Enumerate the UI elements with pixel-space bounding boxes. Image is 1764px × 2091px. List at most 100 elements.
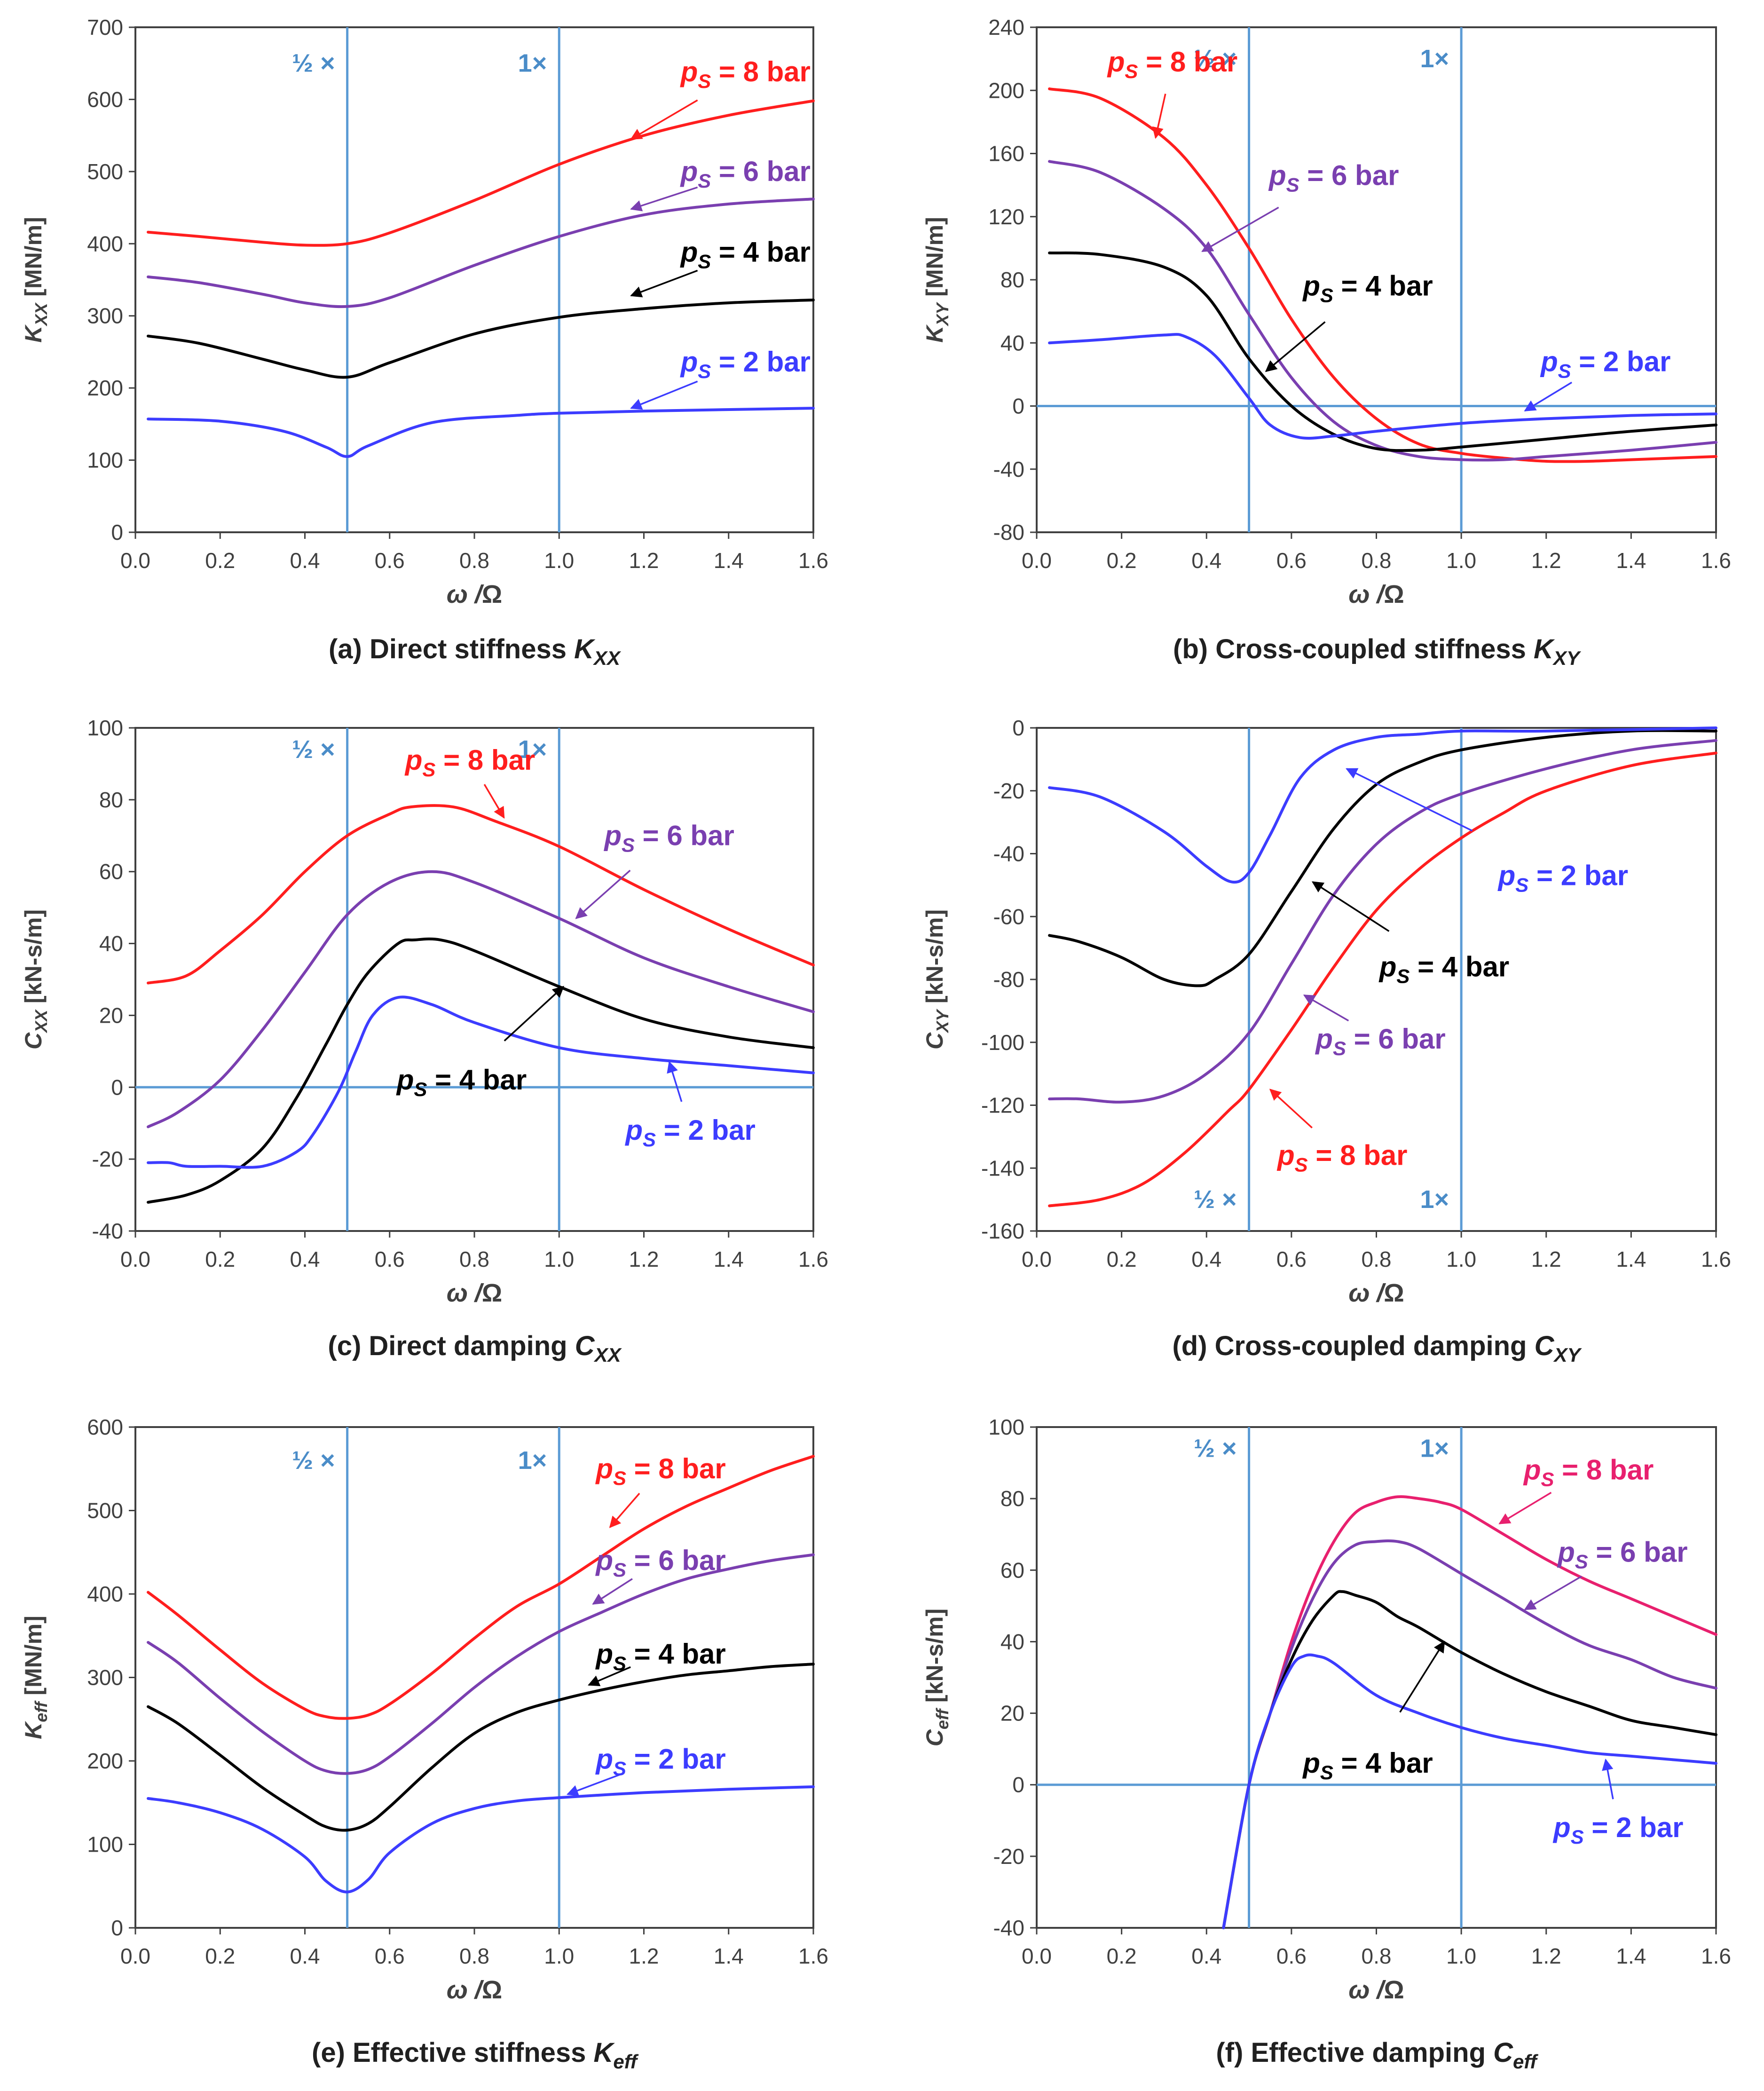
series-arrow-p8 (630, 99, 698, 140)
y-tick-label: 100 (87, 1832, 123, 1857)
series-label-p6: pS = 6 bar (1268, 159, 1399, 196)
series-label-p4: pS = 4 bar (1378, 951, 1509, 987)
x-tick-label: 0.6 (1276, 1944, 1307, 1968)
series-line-p4 (147, 1663, 815, 1832)
y-tick-label: -20 (993, 779, 1024, 803)
y-tick-label: -40 (92, 1219, 123, 1243)
series-line-p6 (1048, 160, 1717, 462)
x-tick-label: 1.6 (1701, 1944, 1731, 1968)
series-label-p2: pS = 2 bar (595, 1743, 725, 1779)
chart-a: 0 100 200 300 400 500 600 700 0.0 0.2 0.4 0.6 0.8 1.0… (20, 15, 828, 669)
x-tick-label: 1.2 (1531, 1247, 1561, 1271)
y-tick-label: 400 (87, 1582, 123, 1606)
series-label-p2: pS = 2 bar (1540, 346, 1670, 382)
x-tick-label: 0.2 (205, 1944, 235, 1968)
y-tick-label: 0 (1012, 394, 1024, 418)
series-arrow-p4 (1265, 321, 1326, 372)
x-tick-label: 0.2 (1107, 548, 1137, 573)
y-tick-label: 100 (988, 1415, 1024, 1439)
series-arrow-p2 (566, 1773, 622, 1796)
series-label-p8: pS = 8 bar (1523, 1454, 1654, 1490)
x-axis-label: ω /Ω (447, 1976, 502, 2004)
plot-frame (134, 727, 814, 1232)
y-tick-label: 0 (1012, 1773, 1024, 1797)
chart-caption: (a) Direct stiffness KXX (329, 634, 622, 669)
y-axis-label: CXY [kN-s/m] (921, 909, 952, 1049)
y-tick-label: 600 (87, 1415, 123, 1439)
x-tick-label: 1.0 (1446, 548, 1476, 573)
x-tick-label: 0.0 (120, 1944, 150, 1968)
x-tick-label: 1.6 (1701, 548, 1731, 573)
series-arrow-p6 (630, 186, 698, 212)
x-tick-label: 0.8 (1362, 1247, 1392, 1271)
series-label-p4: pS = 4 bar (1302, 1747, 1433, 1783)
x-tick-label: 1.6 (798, 1247, 828, 1271)
x-axis-label: ω /Ω (1348, 1279, 1404, 1307)
series-line-p6 (147, 197, 815, 308)
y-tick-label: 40 (1000, 1629, 1024, 1654)
y-tick-label: 60 (1000, 1558, 1024, 1582)
x-tick-label: 0.2 (1107, 1247, 1137, 1271)
x-tick-label: 1.4 (714, 1944, 744, 1968)
x-tick-label: 0.8 (459, 548, 489, 573)
x-tick-label: 1.0 (544, 548, 574, 573)
x-tick-label: 1.0 (1446, 1247, 1476, 1271)
series-label-p2: pS = 2 bar (680, 346, 811, 382)
x-tick-label: 0.8 (1362, 1944, 1392, 1968)
x-tick-label: 0.6 (375, 548, 405, 573)
x-tick-label: 0.2 (205, 548, 235, 573)
x-tick-label: 0.6 (1276, 548, 1307, 573)
x-tick-label: 0.4 (290, 548, 320, 573)
y-axis-label: Ceff [kN-s/m] (921, 1609, 952, 1746)
x-tick-label: 1.4 (1616, 1247, 1646, 1271)
x-tick-label: 1.2 (629, 1247, 659, 1271)
y-tick-label: 60 (99, 860, 123, 884)
series-arrow-p8 (1152, 94, 1166, 139)
series-line-p8 (147, 1455, 815, 1720)
y-tick-label: -40 (993, 1916, 1024, 1940)
series-arrow-p6 (1524, 1575, 1582, 1610)
series-label-p8: pS = 8 bar (1276, 1140, 1407, 1176)
plot-frame (134, 26, 814, 533)
series-line-p8 (147, 804, 815, 985)
x-tick-label: 1.4 (714, 1247, 744, 1271)
x-tick-label: 0.8 (1362, 548, 1392, 573)
y-tick-label: 0 (1012, 716, 1024, 740)
chart-d: -160 -140 -120 -100 -80 -60 -40 -20 0 0.0 0.2 0.4 0.… (921, 716, 1731, 1366)
x-tick-label: 1.4 (714, 548, 744, 573)
one-order-mark: 1× (518, 49, 547, 78)
x-tick-label: 1.0 (544, 1247, 574, 1271)
chart-f: -40 -20 0 20 40 60 80 100 0.0 0.2 0.4 0.6 0.8 1.0 1.2 1… (921, 1415, 1731, 2073)
x-tick-label: 1.4 (1616, 548, 1646, 573)
series-line-p8 (1048, 751, 1717, 1207)
series-arrow-p6 (592, 1578, 633, 1605)
y-tick-label: -140 (981, 1156, 1024, 1180)
series-arrow-p2 (1524, 381, 1573, 412)
y-tick-label: 80 (1000, 1486, 1024, 1511)
series-label-p6: pS = 6 bar (595, 1545, 725, 1581)
y-tick-label: 500 (87, 1499, 123, 1523)
y-tick-label: 100 (87, 448, 123, 473)
y-tick-label: 240 (988, 15, 1024, 39)
series-label-p8: pS = 8 bar (1107, 46, 1237, 82)
series-line-p4 (1048, 729, 1717, 987)
series-line-p6 (1048, 739, 1717, 1104)
series-line-p6 (147, 870, 815, 1128)
series-line-p4 (1222, 1590, 1717, 1929)
y-tick-label: -160 (981, 1219, 1024, 1243)
series-arrow-p8 (1498, 1491, 1552, 1524)
plot-frame (134, 1426, 814, 1929)
series-arrow-p6 (1303, 994, 1349, 1022)
x-tick-label: 1.6 (1701, 1247, 1731, 1271)
x-tick-label: 0.6 (1276, 1247, 1307, 1271)
x-tick-label: 0.0 (120, 1247, 150, 1271)
series-arrow-p2 (667, 1061, 683, 1102)
series-label-p6: pS = 6 bar (680, 156, 811, 192)
y-tick-label: 100 (87, 716, 123, 740)
chart-c: -40 -20 0 20 40 60 80 100 0.0 0.2 0.4 0.6 0.8 1.0 1.2 1… (20, 716, 828, 1366)
y-axis-label: CXX [kN-s/m] (20, 909, 51, 1049)
series-arrow-p2 (1602, 1759, 1614, 1799)
half-order-mark: ½ × (292, 735, 335, 764)
series-line-p2 (1048, 726, 1717, 884)
chart-caption: (d) Cross-coupled damping CXY (1172, 1331, 1582, 1366)
